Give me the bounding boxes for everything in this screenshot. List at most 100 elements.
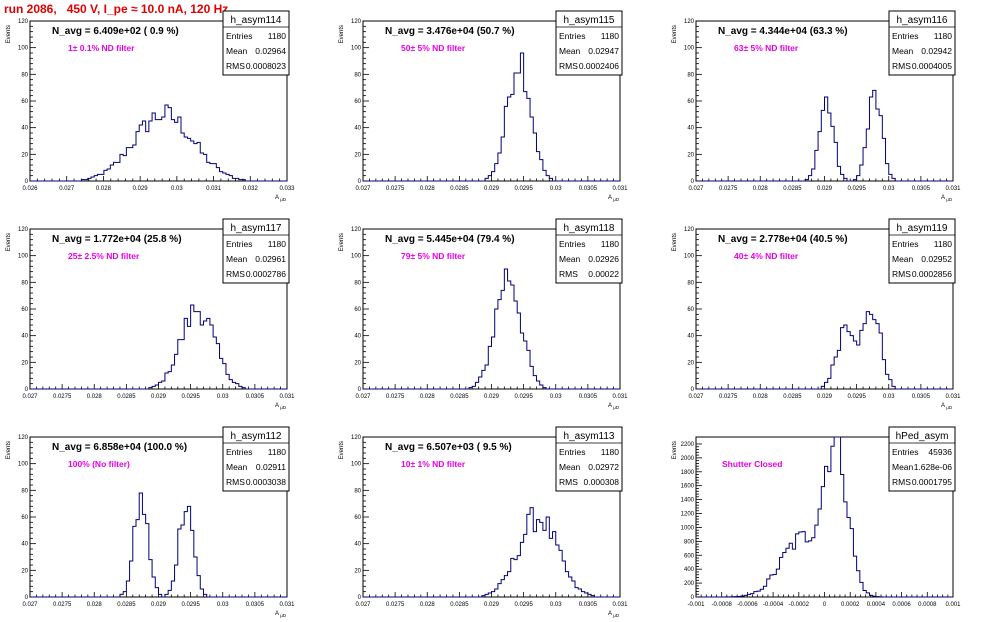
x-tick-label: 0 [823, 602, 827, 608]
stats-value: 1180 [934, 31, 953, 41]
x-axis-label: A μD [941, 195, 953, 202]
x-tick-label: 0.03 [550, 602, 562, 608]
stats-key: Entries [892, 447, 918, 457]
histogram-series [696, 311, 953, 390]
stats-title: h_asym112 [231, 431, 282, 442]
stats-key: Mean [226, 46, 248, 56]
y-tick-label: 100 [351, 462, 362, 468]
x-tick-label: 0.027 [688, 186, 704, 192]
stats-box-frame [222, 10, 290, 76]
y-tick-label: 20 [21, 360, 28, 366]
filter-label: 10± 1% ND filter [401, 459, 466, 469]
stats-title: h_asym118 [564, 223, 615, 234]
y-tick-label: 80 [21, 280, 28, 286]
x-axis-label: A μD [608, 195, 620, 202]
y-tick-label: 100 [684, 46, 695, 52]
filter-label: 1± 0.1% ND filter [68, 43, 135, 53]
y-tick-label: 0 [25, 387, 29, 393]
y-tick-label: 0 [25, 595, 29, 601]
x-tick-label: 0.026 [22, 186, 38, 192]
x-tick-label: 0.0275 [719, 394, 738, 400]
x-tick-label: 0.029 [151, 602, 167, 608]
navg-label: N_avg = 6.507e+03 ( 9.5 %) [385, 442, 512, 453]
y-tick-label: 20 [354, 360, 361, 366]
x-axis-label-main: A [608, 403, 612, 409]
x-tick-label: 0.031 [206, 186, 222, 192]
y-tick-label: 0 [358, 595, 362, 601]
x-axis-label-main: A [941, 403, 945, 409]
x-tick-label: 0.031 [612, 602, 628, 608]
y-tick-label: 60 [687, 307, 694, 313]
stats-key: Entries [892, 239, 918, 249]
y-tick-label: 20 [354, 152, 361, 158]
histogram-pad-h_asym115: 0.027 0.0275 0.028 0.0285 0.029 0.0295 0.03 0.0… [339, 10, 628, 202]
x-tick-label: 0.0285 [117, 602, 136, 608]
stats-box-frame [888, 426, 956, 492]
x-tick-label: 0.027 [355, 186, 371, 192]
stats-title: h_asym113 [564, 431, 615, 442]
stats-value: 0.0002786 [246, 269, 286, 279]
y-tick-label: 120 [18, 227, 29, 233]
y-tick-label: 20 [21, 152, 28, 158]
x-tick-label: 0.0285 [450, 394, 469, 400]
y-tick-label: 200 [684, 581, 695, 587]
x-tick-label: 0.028 [420, 186, 436, 192]
x-tick-label: 0.0305 [579, 186, 598, 192]
stats-box: h_asym112 Entries 1180 Mean 0.02911 RMS 0.0003… [222, 426, 290, 492]
x-tick-label: 0.031 [279, 602, 295, 608]
y-tick-label: 60 [21, 307, 28, 313]
y-tick-label: 2200 [681, 442, 695, 448]
stats-value: 0.0004005 [912, 61, 952, 71]
stats-value: 1.628e-06 [914, 462, 953, 472]
y-axis-label: Events [339, 441, 345, 459]
x-tick-label: 0.029 [484, 186, 500, 192]
x-axis-label: A μD [275, 195, 287, 202]
histogram-series [363, 507, 620, 598]
filter-label: 40± 4% ND filter [734, 251, 799, 261]
x-tick-label: 0.03 [217, 602, 229, 608]
histogram-pad-h_asym112: 0.027 0.0275 0.028 0.0285 0.029 0.0295 0.03 0.0… [6, 426, 295, 618]
y-tick-label: 1800 [681, 470, 695, 476]
y-axis-label: Events [6, 25, 12, 43]
x-tick-label: 0.0285 [450, 602, 469, 608]
x-tick-label: 0.032 [243, 186, 259, 192]
stats-value: 45936 [928, 447, 952, 457]
stats-key: Mean [892, 46, 914, 56]
stats-key: Entries [226, 447, 252, 457]
filter-label: Shutter Closed [722, 459, 782, 469]
histogram-series [696, 436, 953, 598]
x-tick-label: 0.03 [883, 394, 895, 400]
stats-key: RMS [559, 61, 578, 71]
stats-value: 0.0002406 [579, 61, 619, 71]
histogram-series [696, 89, 953, 182]
stats-key: RMS [892, 61, 911, 71]
x-tick-label: 0.027 [22, 602, 38, 608]
stats-title: h_asym117 [231, 223, 282, 234]
x-tick-label: 0.0295 [181, 602, 200, 608]
x-axis-label-main: A [275, 403, 279, 409]
stats-box: h_asym118 Entries 1180 Mean 0.02926 RMS 0.0002… [555, 218, 623, 284]
stats-value: 0.0001795 [912, 477, 952, 487]
y-tick-label: 120 [684, 227, 695, 233]
stats-key: Mean [559, 462, 581, 472]
stats-key: RMS [559, 269, 578, 279]
histogram-pad-h_asym114: 0.026 0.027 0.028 0.029 0.03 0.031 0.032 0.033 0… [6, 10, 295, 202]
y-tick-label: 100 [18, 46, 29, 52]
y-tick-label: 100 [351, 46, 362, 52]
stats-key: Entries [226, 31, 252, 41]
y-tick-label: 0 [691, 179, 695, 185]
x-tick-label: -0.0002 [789, 602, 810, 608]
histogram-pad-hPed_asym: -0.001 -0.0008 -0.0006 -0.0004 -0.0002 0 0.000… [672, 426, 961, 608]
x-tick-label: 0.028 [87, 394, 103, 400]
x-tick-label: 0.0295 [514, 602, 533, 608]
y-axis-label: Events [339, 25, 345, 43]
x-tick-label: 0.03 [550, 186, 562, 192]
y-tick-label: 20 [687, 360, 694, 366]
histogram-pad-h_asym119: 0.027 0.0275 0.028 0.0285 0.029 0.0295 0.03 0.0… [672, 218, 961, 410]
x-tick-label: 0.0275 [53, 602, 72, 608]
stats-key: Entries [226, 239, 252, 249]
y-tick-label: 0 [358, 179, 362, 185]
x-tick-label: 0.03 [217, 394, 229, 400]
y-tick-label: 40 [21, 126, 28, 132]
x-tick-label: 0.0285 [783, 186, 802, 192]
